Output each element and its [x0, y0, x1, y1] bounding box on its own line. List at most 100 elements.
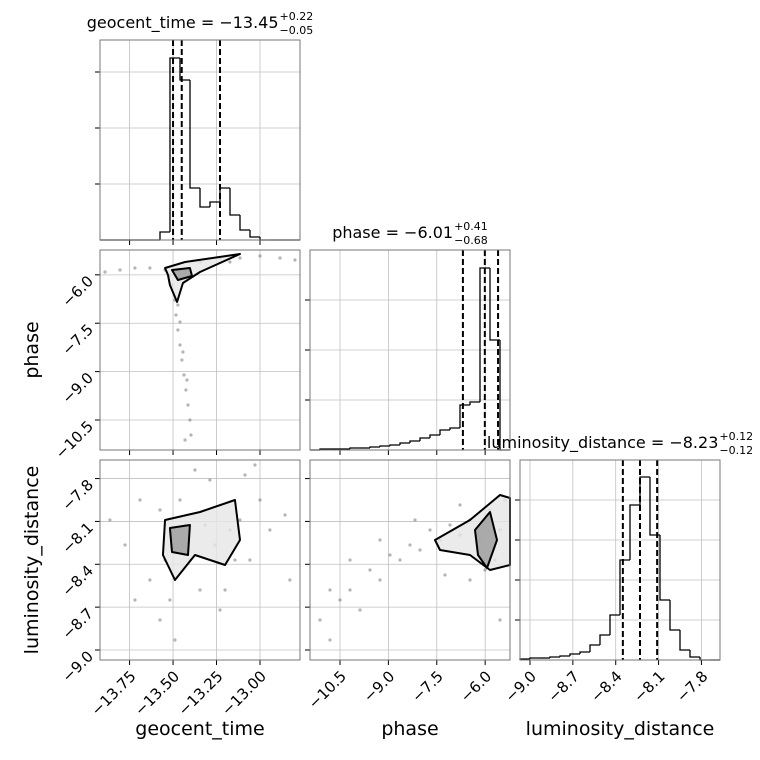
- histogram-step: [239, 215, 250, 231]
- scatter-point: [133, 266, 137, 270]
- scatter-point: [418, 548, 422, 552]
- scatter-point: [158, 508, 162, 512]
- histogram-step: [579, 651, 590, 654]
- x-tick-label: −6.0: [457, 667, 495, 705]
- contour: [168, 524, 191, 556]
- histogram-step: [679, 630, 690, 651]
- contour: [171, 267, 193, 281]
- histogram-step: [479, 267, 490, 402]
- y-axis-label: phase: [21, 321, 43, 378]
- histogram-step: [429, 434, 440, 438]
- x-tick-label: −13.75: [88, 667, 140, 719]
- title-sub: −0.05: [280, 24, 314, 37]
- contour: [474, 511, 498, 569]
- histogram-step: [599, 634, 610, 645]
- scatter-point: [368, 568, 372, 572]
- scatter-point: [378, 578, 382, 582]
- panel-frame: [309, 459, 511, 661]
- scatter-point: [178, 498, 182, 502]
- histogram-step: [689, 650, 700, 658]
- title-sup: +0.12: [719, 430, 753, 443]
- scatter-point: [198, 588, 202, 592]
- scatter-point: [123, 543, 127, 547]
- x-tick-label: −8.4: [587, 667, 625, 705]
- x-axis-label: luminosity_distance: [526, 718, 715, 740]
- scatter-point: [223, 588, 227, 592]
- title-sub: −0.68: [454, 234, 488, 247]
- histogram-step: [189, 80, 200, 189]
- histogram-step: [159, 231, 170, 240]
- scatter-point: [188, 418, 192, 422]
- scatter-point: [174, 313, 178, 317]
- contour: [161, 499, 241, 581]
- title-text: luminosity_distance = −8.23: [487, 433, 718, 453]
- scatter-point: [208, 478, 212, 482]
- histogram-step: [459, 404, 470, 428]
- histogram-step: [439, 429, 450, 435]
- scatter-point: [186, 403, 190, 407]
- title-text: geocent_time = −13.45: [87, 13, 279, 33]
- title-sup: +0.22: [280, 10, 314, 23]
- x-tick-label: −13.00: [218, 667, 270, 719]
- scatter-point: [238, 256, 242, 260]
- panel-background: [100, 460, 300, 660]
- histogram-step: [169, 57, 180, 232]
- scatter-point: [468, 578, 472, 582]
- scatter-point: [168, 598, 172, 602]
- scatter-point: [228, 260, 232, 264]
- histogram-step: [229, 188, 240, 216]
- y-tick-label: −8.4: [59, 562, 97, 600]
- scatter-point: [398, 558, 402, 562]
- x-tick-label: −9.0: [502, 667, 540, 705]
- histogram-step: [529, 657, 540, 659]
- panel-title: geocent_time = −13.45 +0.22−0.05: [87, 10, 314, 37]
- scatter-point: [176, 303, 180, 307]
- scatter-point: [178, 343, 182, 347]
- scatter-point: [103, 270, 107, 274]
- histogram-step: [669, 600, 680, 631]
- y-tick-label: −7.5: [59, 321, 97, 359]
- x-tick-label: −13.25: [175, 667, 227, 719]
- panel-title: phase = −6.01 +0.41−0.68: [332, 220, 488, 247]
- x-tick-label: −7.5: [408, 667, 446, 705]
- scatter-point: [328, 588, 332, 592]
- histogram-step: [249, 230, 260, 238]
- scatter-point: [358, 608, 362, 612]
- y-tick-label: −7.8: [59, 476, 97, 514]
- histogram-step: [369, 446, 380, 448]
- scatter-point: [243, 473, 247, 477]
- y-tick-label: −10.5: [52, 417, 97, 462]
- panel-frame: [99, 249, 301, 451]
- scatter-point: [408, 543, 412, 547]
- title-sub: −0.12: [719, 444, 753, 457]
- histogram-step: [389, 444, 400, 446]
- scatter-point: [278, 256, 282, 260]
- x-tick-label: −13.50: [131, 667, 183, 719]
- scatter-point: [189, 433, 193, 437]
- scatter-point: [133, 598, 137, 602]
- panel-background: [100, 250, 300, 450]
- scatter-point: [328, 638, 332, 642]
- scatter-point: [293, 258, 297, 262]
- histogram-step: [349, 447, 360, 449]
- panel-frame: [99, 39, 301, 241]
- panel-background: [100, 40, 300, 240]
- scatter-point: [268, 528, 272, 532]
- histogram-step: [409, 440, 420, 443]
- scatter-point: [108, 518, 112, 522]
- x-tick-label: −7.8: [673, 667, 711, 705]
- scatter-point: [413, 518, 417, 522]
- scatter-point: [448, 523, 452, 527]
- histogram-step: [399, 442, 410, 445]
- scatter-point: [158, 618, 162, 622]
- histogram-step: [629, 504, 640, 560]
- scatter-point: [498, 618, 502, 622]
- histogram-step: [469, 401, 480, 405]
- scatter-point: [253, 463, 257, 467]
- histogram-step: [659, 535, 670, 601]
- scatter-point: [458, 503, 462, 507]
- y-tick-label: −9.0: [59, 369, 97, 407]
- histogram-step: [419, 437, 430, 441]
- y-tick-label: −6.0: [59, 272, 97, 310]
- scatter-point: [183, 438, 187, 442]
